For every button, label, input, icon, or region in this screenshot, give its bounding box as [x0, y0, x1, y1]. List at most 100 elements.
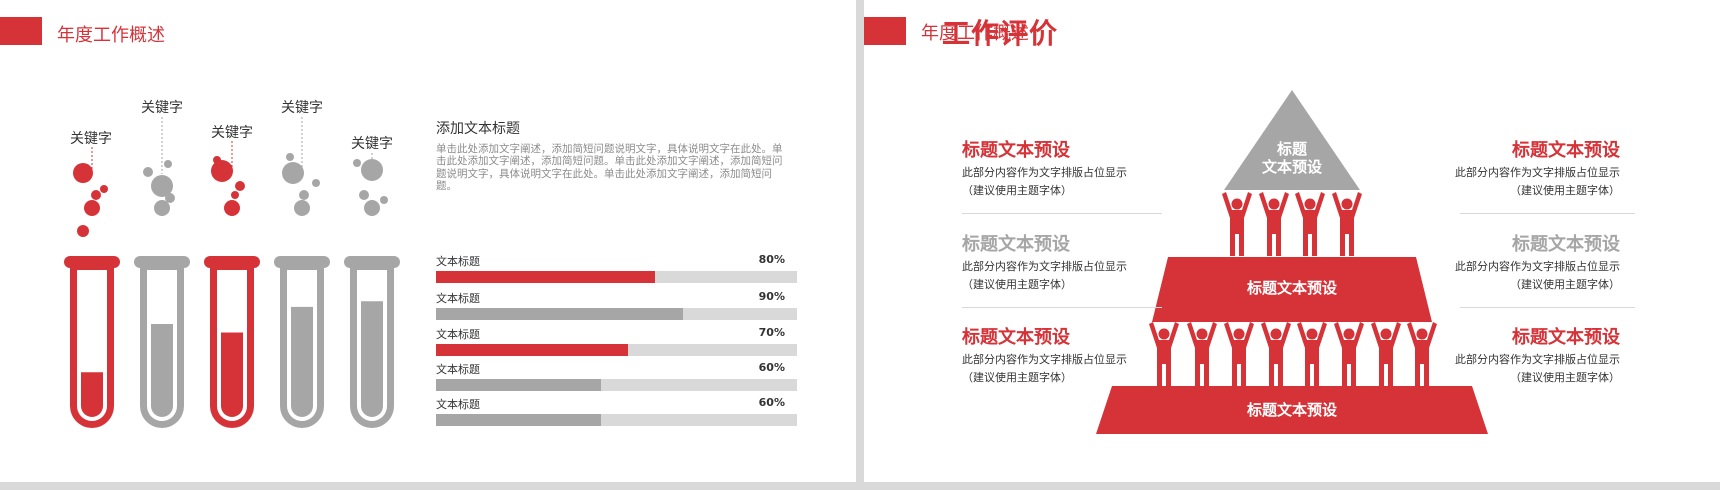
progress-row-1: 文本标题 80%	[436, 253, 797, 285]
bubble	[73, 163, 93, 183]
right-item-1: 标题文本预设 此部分内容作为文字排版占位显示 （建议使用主题字体）	[1430, 138, 1620, 200]
bubble	[211, 160, 233, 182]
bubble	[154, 200, 170, 216]
divider	[1460, 213, 1635, 214]
slide-work-overview[interactable]: 年度工作概述 关键字 关键字 关键字 关键字 关键字 添加文本标题 单击此处添加…	[0, 0, 856, 482]
test-tube-2	[134, 117, 190, 428]
divider	[962, 307, 1162, 308]
header-accent-bar	[0, 17, 42, 45]
test-tubes-illustration	[64, 117, 400, 428]
left-item-3: 标题文本预设 此部分内容作为文字排版占位显示 （建议使用主题字体）	[962, 325, 1152, 387]
item-note: （建议使用主题字体）	[962, 278, 1072, 291]
slide-work-evaluation[interactable]: 年度工作概述 工作评价 标题 文本预设 标题文本预设 标题文本预设 标题文本预设…	[864, 0, 1720, 482]
bubble	[282, 162, 304, 184]
right-item-2: 标题文本预设 此部分内容作为文字排版占位显示 （建议使用主题字体）	[1430, 232, 1620, 294]
pyramid-top-label-2: 文本预设	[1262, 158, 1322, 176]
bubble	[299, 190, 309, 200]
bubble	[213, 156, 221, 164]
person-icon	[1149, 322, 1179, 386]
item-desc: 此部分内容作为文字排版占位显示	[1455, 260, 1620, 273]
item-title: 标题文本预设	[962, 327, 1070, 348]
progress-fill	[436, 344, 629, 356]
person-icon	[1259, 192, 1289, 256]
progress-row-5: 文本标题 60%	[436, 396, 797, 428]
test-tube-3	[204, 141, 260, 428]
bubble	[353, 159, 361, 167]
tube-liquid	[221, 332, 243, 417]
person-icon	[1332, 192, 1362, 256]
bubble	[235, 181, 245, 191]
progress-label: 文本标题	[436, 292, 480, 305]
keyword-label-2: 关键字	[141, 100, 183, 116]
item-title: 标题文本预设	[1512, 234, 1620, 255]
keyword-label-4: 关键字	[281, 100, 323, 116]
progress-track	[436, 379, 797, 391]
item-note: （建议使用主题字体）	[1510, 184, 1620, 197]
keyword-label-1: 关键字	[70, 131, 112, 147]
progress-label: 文本标题	[436, 398, 480, 411]
bubble	[361, 159, 383, 181]
item-note: （建议使用主题字体）	[962, 184, 1072, 197]
pyramid-top-label-1: 标题	[1276, 140, 1308, 158]
person-icon	[1407, 322, 1437, 386]
item-title: 标题文本预设	[962, 140, 1070, 161]
tube-liquid	[291, 306, 313, 417]
bubble	[224, 200, 240, 216]
pyramid-bottom	[1096, 386, 1488, 434]
progress-percent: 80%	[758, 253, 785, 266]
bubble	[165, 193, 175, 203]
progress-row-2: 文本标题 90%	[436, 290, 797, 322]
item-title: 标题文本预设	[1512, 140, 1620, 161]
progress-label: 文本标题	[436, 328, 480, 341]
progress-track	[436, 414, 797, 426]
bubble	[77, 225, 89, 237]
left-item-1: 标题文本预设 此部分内容作为文字排版占位显示 （建议使用主题字体）	[962, 138, 1152, 200]
pyramid-middle	[1152, 257, 1432, 322]
progress-fill	[436, 379, 601, 391]
progress-track	[436, 344, 797, 356]
bubble	[143, 167, 153, 177]
divider	[962, 213, 1162, 214]
progress-percent: 60%	[758, 361, 785, 374]
item-desc: 此部分内容作为文字排版占位显示	[962, 353, 1127, 366]
pyramid-top	[1224, 90, 1360, 190]
person-icon	[1222, 192, 1252, 256]
slide-subtitle: 年度工作概述	[921, 23, 1029, 44]
text-heading: 添加文本标题	[436, 121, 520, 137]
bubble	[151, 175, 173, 197]
progress-track	[436, 308, 797, 320]
bubble	[312, 179, 320, 187]
item-title: 标题文本预设	[1512, 327, 1620, 348]
item-desc: 此部分内容作为文字排版占位显示	[962, 166, 1127, 179]
person-icon	[1297, 322, 1327, 386]
tube-liquid	[361, 301, 383, 417]
people-row-upper	[1222, 192, 1362, 256]
bubble	[380, 196, 388, 204]
person-icon	[1261, 322, 1291, 386]
bubble	[294, 200, 310, 216]
progress-track	[436, 271, 797, 283]
bubble	[100, 185, 108, 193]
person-icon	[1295, 192, 1325, 256]
slide-title: 工作评价	[942, 17, 1059, 50]
progress-fill	[436, 271, 656, 283]
keyword-label-3: 关键字	[211, 125, 253, 141]
progress-row-3: 文本标题 70%	[436, 326, 797, 358]
person-icon	[1224, 322, 1254, 386]
bubble	[286, 153, 294, 161]
slide-title: 年度工作概述	[57, 25, 165, 46]
bubble	[84, 200, 100, 216]
progress-percent: 70%	[758, 326, 785, 339]
bubble	[91, 190, 101, 200]
bubble	[359, 190, 369, 200]
test-tube-4	[274, 117, 330, 428]
bubble	[231, 191, 239, 199]
person-icon	[1371, 322, 1401, 386]
item-desc: 此部分内容作为文字排版占位显示	[962, 260, 1127, 273]
test-tube-1	[64, 147, 120, 428]
test-tube-5	[344, 153, 400, 428]
header-accent-bar	[864, 17, 906, 45]
item-title: 标题文本预设	[962, 234, 1070, 255]
bubble	[364, 200, 380, 216]
progress-fill	[436, 308, 683, 320]
